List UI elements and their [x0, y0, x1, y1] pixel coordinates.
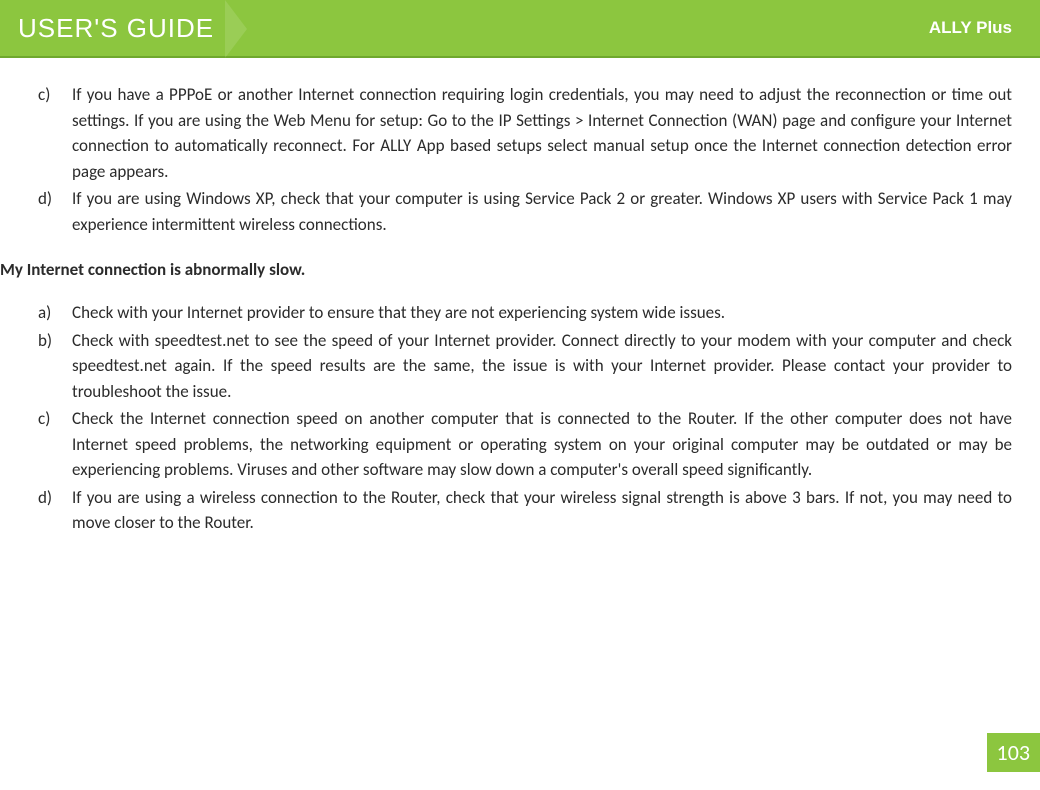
- list-marker: b): [0, 328, 72, 405]
- list-marker: d): [0, 186, 72, 237]
- list-marker: a): [0, 300, 72, 326]
- document-content: c) If you have a PPPoE or another Intern…: [0, 58, 1040, 536]
- list-item: c) If you have a PPPoE or another Intern…: [0, 82, 1012, 184]
- list-item: c) Check the Internet connection speed o…: [0, 406, 1012, 483]
- list-marker: d): [0, 485, 72, 536]
- list-item: d) If you are using Windows XP, check th…: [0, 186, 1012, 237]
- list-item: d) If you are using a wireless connectio…: [0, 485, 1012, 536]
- section-1-list: c) If you have a PPPoE or another Intern…: [0, 82, 1012, 237]
- header-title: USER'S GUIDE: [18, 13, 214, 44]
- section-2-list: a) Check with your Internet provider to …: [0, 300, 1012, 536]
- header-product-name: ALLY Plus: [929, 18, 1012, 38]
- document-header: USER'S GUIDE ALLY Plus: [0, 0, 1040, 58]
- list-text: Check the Internet connection speed on a…: [72, 406, 1012, 483]
- list-text: Check with your Internet provider to ens…: [72, 300, 1012, 326]
- header-wedge-decoration: [225, 0, 247, 58]
- list-text: Check with speedtest.net to see the spee…: [72, 328, 1012, 405]
- list-marker: c): [0, 406, 72, 483]
- page-number: 103: [987, 733, 1040, 772]
- list-item: b) Check with speedtest.net to see the s…: [0, 328, 1012, 405]
- list-item: a) Check with your Internet provider to …: [0, 300, 1012, 326]
- section-2-heading: My Internet connection is abnormally slo…: [0, 259, 1012, 280]
- list-text: If you are using Windows XP, check that …: [72, 186, 1012, 237]
- list-text: If you have a PPPoE or another Internet …: [72, 82, 1012, 184]
- list-text: If you are using a wireless connection t…: [72, 485, 1012, 536]
- list-marker: c): [0, 82, 72, 184]
